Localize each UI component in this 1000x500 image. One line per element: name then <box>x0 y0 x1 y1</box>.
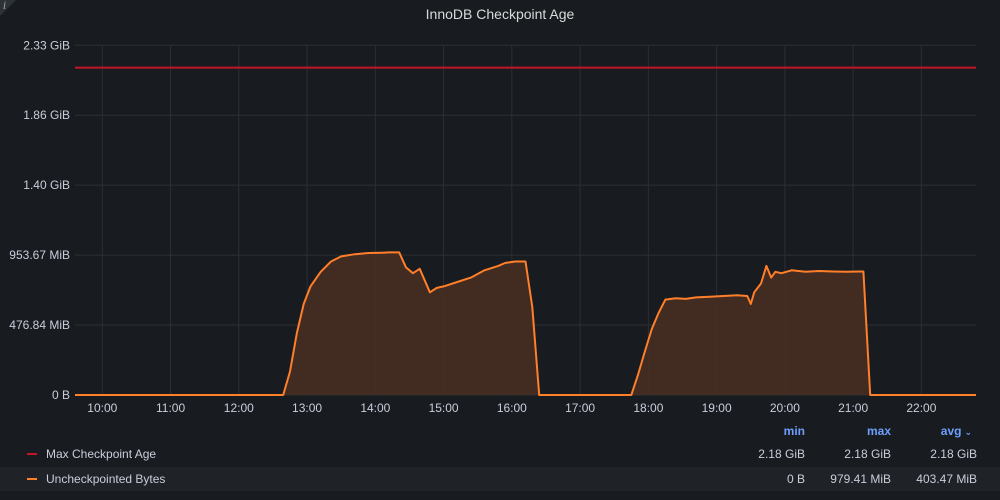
y-tick-label: 1.86 GiB <box>23 108 70 122</box>
y-tick-label: 953.67 MiB <box>9 248 70 262</box>
x-tick-label: 10:00 <box>87 401 117 415</box>
legend-series-name[interactable]: Uncheckpointed Bytes <box>46 472 165 486</box>
legend-value-max: 979.41 MiB <box>820 472 891 486</box>
x-tick-label: 14:00 <box>360 401 390 415</box>
series-area-uncheckpointed-bytes <box>75 252 976 395</box>
legend-value-max: 2.18 GiB <box>820 447 891 461</box>
legend-swatch-uncheckpointed-bytes <box>27 478 37 480</box>
x-tick-label: 15:00 <box>429 401 459 415</box>
legend-value-avg: 403.47 MiB <box>900 472 977 486</box>
y-tick-label: 1.40 GiB <box>23 178 70 192</box>
x-tick-label: 17:00 <box>565 401 595 415</box>
legend-header-max[interactable]: max <box>820 424 891 438</box>
legend-value-avg: 2.18 GiB <box>900 447 977 461</box>
x-tick-label: 22:00 <box>906 401 936 415</box>
legend-swatch-max-checkpoint-age <box>27 453 37 455</box>
x-tick-label: 12:00 <box>224 401 254 415</box>
legend-series-name[interactable]: Max Checkpoint Age <box>46 447 156 461</box>
time-series-chart[interactable]: 0 B 476.84 MiB 953.67 MiB 1.40 GiB 1.86 GiB 2… <box>0 0 1000 420</box>
y-tick-label: 2.33 GiB <box>23 38 70 52</box>
legend-header-min[interactable]: min <box>740 424 805 438</box>
x-tick-label: 11:00 <box>156 401 185 415</box>
y-tick-label: 0 B <box>52 388 70 402</box>
x-tick-label: 21:00 <box>838 401 868 415</box>
x-tick-label: 20:00 <box>770 401 800 415</box>
x-tick-label: 16:00 <box>497 401 527 415</box>
legend-row-max-checkpoint-age[interactable]: Max Checkpoint Age 2.18 GiB 2.18 GiB 2.1… <box>0 442 1000 466</box>
x-tick-label: 18:00 <box>633 401 663 415</box>
legend-header-avg[interactable]: avg ⌄ <box>900 424 972 438</box>
legend-row-uncheckpointed-bytes[interactable]: Uncheckpointed Bytes 0 B 979.41 MiB 403.… <box>0 467 1000 491</box>
legend-value-min: 0 B <box>740 472 805 486</box>
legend-value-min: 2.18 GiB <box>740 447 805 461</box>
y-tick-label: 476.84 MiB <box>9 318 70 332</box>
x-tick-label: 13:00 <box>292 401 322 415</box>
x-tick-label: 19:00 <box>702 401 732 415</box>
chevron-down-icon: ⌄ <box>964 427 972 437</box>
